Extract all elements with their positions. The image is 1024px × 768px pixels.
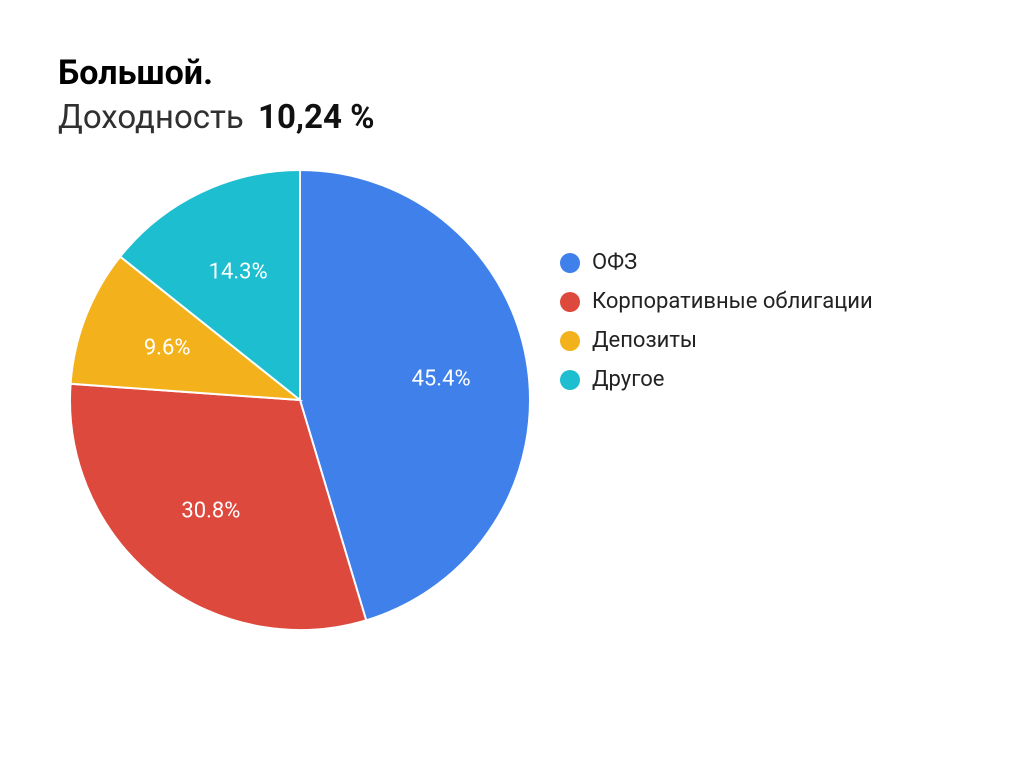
pie-label-ofz: 45.4% (412, 367, 471, 392)
pie-label-other: 14.3% (209, 259, 268, 284)
legend-item-deposits: Депозиты (560, 328, 873, 353)
legend-dot-corp (560, 292, 580, 312)
legend-dot-ofz (560, 253, 580, 273)
pie-label-deposits: 9.6% (144, 336, 191, 361)
legend-item-ofz: ОФЗ (560, 250, 873, 275)
legend-label-deposits: Депозиты (592, 328, 697, 353)
chart-title: Большой. (58, 52, 374, 95)
legend: ОФЗ Корпоративные облигации Депозиты Другое (560, 250, 873, 406)
pie-label-corp: 30.8% (181, 499, 240, 524)
pie-chart: 45.4% 30.8% 9.6% 14.3% (60, 160, 540, 640)
legend-item-corp: Корпоративные облигации (560, 289, 873, 314)
legend-label-corp: Корпоративные облигации (592, 289, 873, 314)
legend-dot-deposits (560, 331, 580, 351)
legend-item-other: Другое (560, 367, 873, 392)
subtitle-value: 10,24 % (258, 98, 374, 137)
legend-label-other: Другое (592, 367, 664, 392)
legend-label-ofz: ОФЗ (592, 250, 637, 275)
chart-subtitle: Доходность 10,24 % (58, 97, 374, 138)
header: Большой. Доходность 10,24 % (58, 52, 374, 138)
pie-svg (60, 160, 540, 640)
subtitle-label: Доходность (58, 98, 244, 137)
legend-dot-other (560, 370, 580, 390)
